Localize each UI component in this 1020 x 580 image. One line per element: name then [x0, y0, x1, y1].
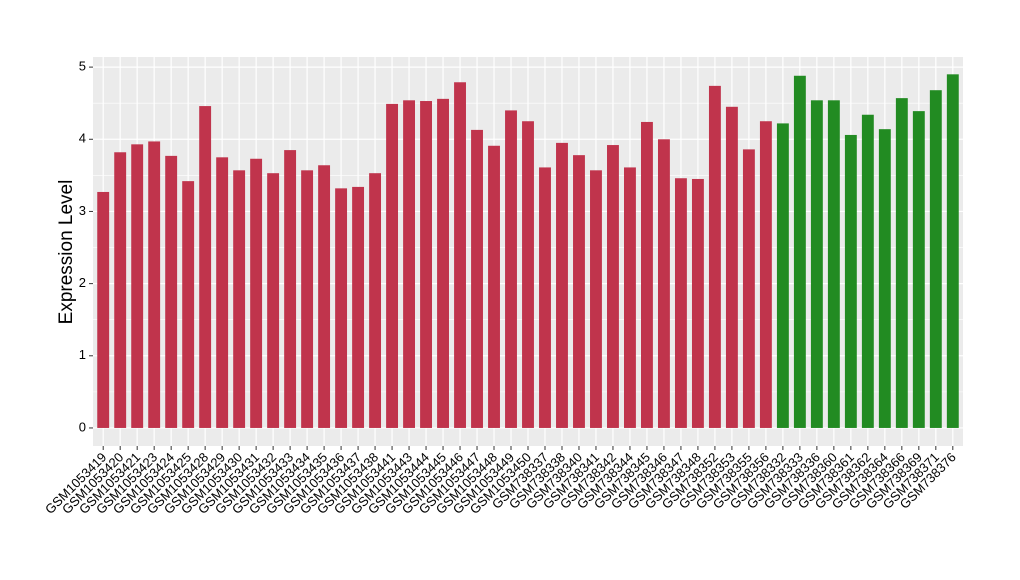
bar	[386, 103, 399, 428]
bar	[793, 75, 806, 428]
y-tick-label: 1	[79, 347, 86, 362]
bar	[912, 111, 925, 428]
bar	[369, 173, 382, 428]
bar	[352, 186, 365, 428]
bar	[946, 74, 959, 428]
bar	[420, 101, 432, 428]
bar	[895, 98, 908, 428]
bar	[318, 165, 331, 428]
bar	[437, 98, 449, 428]
bar	[878, 129, 891, 428]
bar	[742, 149, 755, 428]
bar	[691, 178, 704, 428]
bar	[657, 139, 670, 428]
bar	[505, 110, 517, 428]
bar	[454, 82, 466, 428]
y-tick-label: 3	[79, 203, 86, 218]
y-tick-label: 2	[79, 275, 86, 290]
bar	[250, 158, 263, 428]
bar	[301, 170, 314, 428]
bar	[216, 157, 229, 428]
bar	[114, 152, 127, 428]
y-axis-label: Expression Level	[56, 180, 77, 325]
bar	[624, 167, 636, 428]
bar	[861, 114, 874, 428]
bar	[488, 145, 500, 428]
bar	[759, 121, 772, 428]
bar	[708, 85, 721, 428]
y-tick-label: 0	[79, 419, 86, 434]
bar	[131, 144, 144, 428]
bar	[284, 150, 297, 428]
bar	[97, 191, 110, 428]
bar	[556, 142, 568, 428]
bar	[267, 173, 280, 428]
bar	[199, 106, 212, 428]
bar	[539, 167, 551, 428]
bar	[810, 100, 823, 428]
bar	[590, 170, 602, 428]
bar	[148, 141, 161, 428]
bar	[607, 145, 619, 428]
y-tick-label: 4	[79, 131, 86, 146]
bar	[827, 100, 840, 428]
bar	[844, 134, 857, 428]
bar	[573, 155, 585, 428]
bar	[471, 129, 483, 428]
bar	[182, 181, 195, 428]
bar	[929, 90, 942, 428]
y-tick-label: 5	[79, 59, 86, 74]
bar	[674, 178, 687, 428]
bar	[165, 155, 178, 428]
bar	[725, 106, 738, 428]
bar	[233, 170, 246, 428]
bar	[640, 121, 653, 428]
bar	[403, 100, 416, 428]
bar	[522, 121, 534, 428]
bar	[335, 188, 348, 428]
bar	[776, 123, 789, 428]
